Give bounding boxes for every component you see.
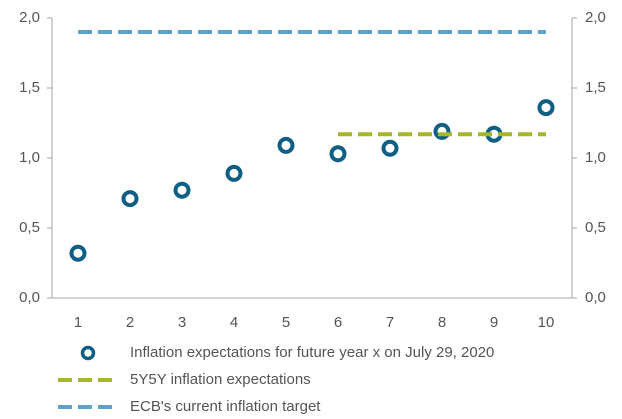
x-tick-label: 6 (334, 314, 342, 331)
data-point (69, 244, 87, 262)
data-point (173, 181, 191, 199)
x-tick-label: 3 (178, 314, 186, 331)
y-tick-label: 0,0 (19, 289, 40, 306)
legend-marker (80, 345, 96, 361)
y2-tick-label: 2,0 (585, 9, 606, 26)
data-point (381, 139, 399, 157)
legend-label: Inflation expectations for future year x… (130, 344, 494, 361)
x-tick-label: 2 (126, 314, 134, 331)
data-point (225, 164, 243, 182)
data-point (121, 190, 139, 208)
x-tick-label: 7 (386, 314, 394, 331)
y-tick-label: 1,5 (19, 79, 40, 96)
x-tick-label: 5 (282, 314, 290, 331)
data-point (329, 145, 347, 163)
y-tick-label: 1,0 (19, 149, 40, 166)
y2-tick-label: 0,0 (585, 289, 606, 306)
legend-label: ECB's current inflation target (130, 398, 321, 415)
y-tick-label: 2,0 (19, 9, 40, 26)
y2-tick-label: 1,5 (585, 79, 606, 96)
x-tick-label: 4 (230, 314, 238, 331)
x-tick-label: 10 (538, 314, 555, 331)
y2-tick-label: 0,5 (585, 219, 606, 236)
data-point (537, 99, 555, 117)
y2-tick-label: 1,0 (585, 149, 606, 166)
data-point (277, 136, 295, 154)
x-tick-label: 1 (74, 314, 82, 331)
x-tick-label: 8 (438, 314, 446, 331)
x-tick-label: 9 (490, 314, 498, 331)
y-tick-label: 0,5 (19, 219, 40, 236)
legend-label: 5Y5Y inflation expectations (130, 371, 311, 388)
